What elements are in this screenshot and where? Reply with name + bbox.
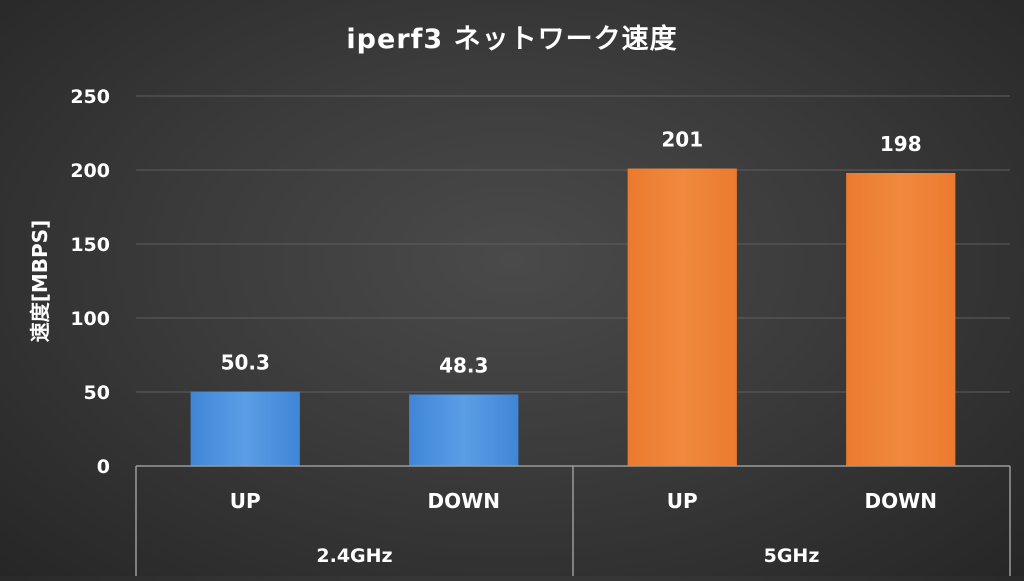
bar [409,394,519,466]
y-tick-label: 50 [84,382,110,404]
y-tick-label: 0 [97,456,110,478]
category-label: DOWN [428,489,500,513]
category-label: DOWN [865,489,937,513]
group-label: 2.4GHz [316,545,392,567]
category-label: UP [667,489,698,513]
group-label: 5GHz [764,545,820,567]
category-axis: UP DOWN 2.4GHz UP DOWN 5GHz [135,465,1011,576]
y-tick-label: 100 [70,308,110,330]
data-labels: 50.3 48.3 201 198 [221,128,922,378]
category-label: UP [230,489,261,513]
data-label: 198 [880,132,922,156]
y-tick-label: 150 [70,234,110,256]
bars [190,168,956,466]
data-label: 48.3 [439,354,488,378]
chart-title: iperf3 ネットワーク速度 [346,23,677,55]
bar [627,168,737,466]
y-tick-label: 200 [70,160,110,182]
y-tick-label: 250 [70,86,110,108]
bar [190,391,300,466]
bar [846,172,956,466]
data-label: 50.3 [221,351,270,375]
y-axis-title: 速度[MBPS] [28,220,52,343]
data-label: 201 [661,128,703,152]
y-axis-ticks: 0 50 100 150 200 250 [70,86,110,478]
